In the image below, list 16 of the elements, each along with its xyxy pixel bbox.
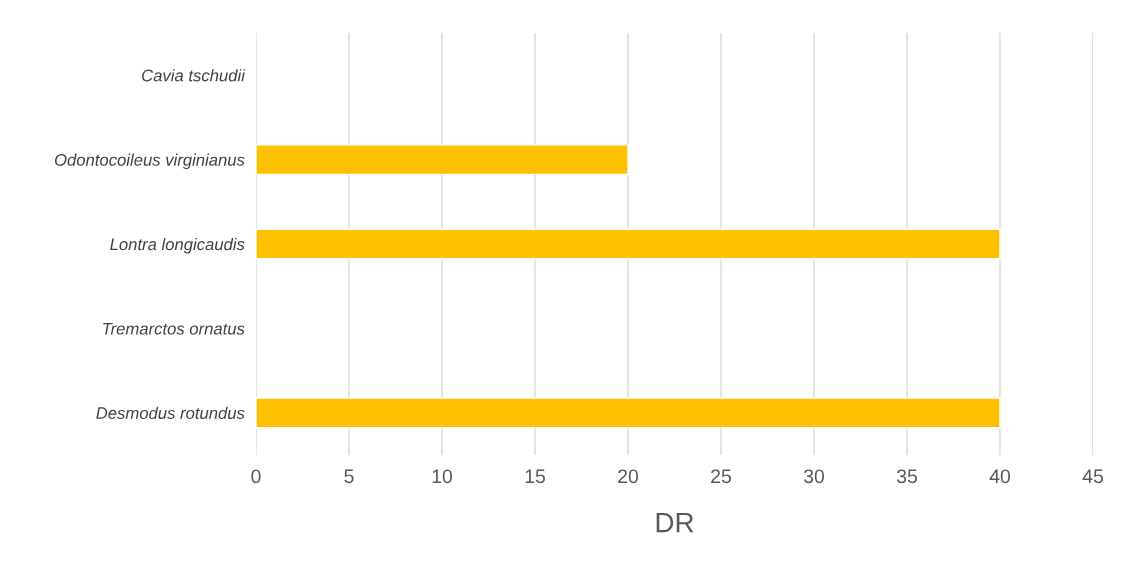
x-tick-label: 35 <box>896 469 917 484</box>
y-tick-label: Lontra longicaudis <box>110 237 245 254</box>
x-tick-label: 5 <box>344 469 354 484</box>
x-tick-label: 45 <box>1082 469 1103 484</box>
x-axis-title: DR <box>656 513 694 533</box>
y-tick-label: Desmodus rotundus <box>96 406 245 420</box>
x-tick-label: 30 <box>803 469 825 484</box>
x-tick-label: 20 <box>618 469 639 484</box>
x-tick-label: 40 <box>989 469 1011 484</box>
x-tick-label: 15 <box>525 469 545 484</box>
y-tick-label: Tremarctos ornatus <box>103 322 245 335</box>
y-tick-label: Odontocoileus virginianus <box>54 153 245 170</box>
x-tick-label: 25 <box>711 469 731 484</box>
y-tick-label: Cavia tschudii <box>142 69 246 82</box>
x-tick-label: 0 <box>251 469 261 484</box>
x-tick-label: 10 <box>432 469 453 484</box>
